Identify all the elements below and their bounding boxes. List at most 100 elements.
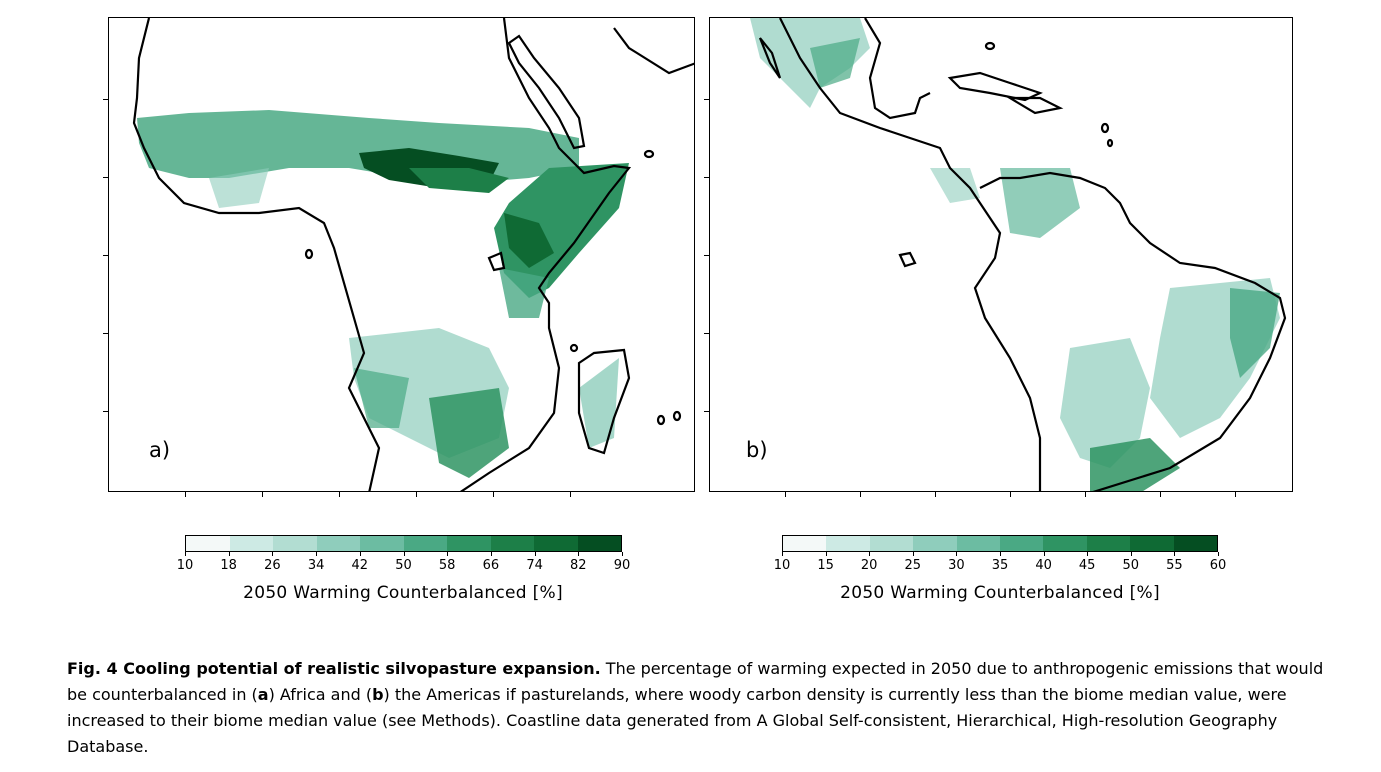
colorbar-segment: [1086, 536, 1131, 551]
colorbar-segment: [1173, 536, 1218, 551]
colorbar-segment: [447, 536, 491, 551]
colorbar-segment: [403, 536, 447, 551]
colorbar-b-label: 2050 Warming Counterbalanced [%]: [840, 583, 1160, 603]
americas-map: [750, 18, 1287, 491]
colorbar-tick-mark: [359, 552, 361, 556]
axis-tick: [1085, 492, 1086, 497]
axis-tick: [339, 492, 340, 497]
colorbar-tick-label: 18: [220, 558, 237, 573]
figure-caption: Fig. 4 Cooling potential of realistic si…: [67, 656, 1347, 760]
caption-title: Fig. 4 Cooling potential of realistic si…: [67, 659, 601, 678]
colorbar-tick-mark: [316, 552, 318, 556]
colorbar-segment: [1000, 536, 1044, 551]
africa-map: [132, 18, 694, 491]
colorbar-tick-label: 90: [613, 558, 631, 573]
colorbar-tick-mark: [447, 552, 449, 556]
axis-tick: [1010, 492, 1011, 497]
colorbar-segment: [490, 536, 534, 551]
axis-tick: [704, 255, 709, 256]
colorbar-b: [782, 535, 1218, 552]
axis-tick: [103, 177, 108, 178]
axis-tick: [704, 99, 709, 100]
africa-coastline: [132, 18, 694, 491]
colorbar-tick-mark: [956, 552, 958, 556]
colorbar-tick-mark: [782, 552, 783, 556]
colorbar-segment: [1043, 536, 1087, 551]
colorbar-tick-label: 35: [991, 558, 1009, 573]
colorbar-tick-label: 60: [1209, 558, 1227, 573]
axis-tick: [262, 492, 263, 497]
map-panel-africa: a): [108, 17, 695, 492]
colorbar-tick-mark: [825, 552, 827, 556]
americas-shading: [750, 18, 1280, 491]
colorbar-tick-label: 42: [351, 558, 369, 573]
colorbar-tick-mark: [1000, 552, 1001, 556]
panel-label-a: a): [149, 438, 171, 462]
colorbar-segment: [273, 536, 317, 551]
axis-tick: [493, 492, 494, 497]
colorbar-tick-label: 55: [1166, 558, 1183, 573]
colorbar-tick-mark: [869, 552, 871, 556]
americas-coastline: [758, 18, 1287, 491]
colorbar-tick-label: 10: [773, 558, 791, 573]
colorbar-segment: [913, 536, 957, 551]
axis-tick: [103, 333, 108, 334]
colorbar-tick-label: 30: [948, 558, 965, 573]
map-panel-americas: b): [709, 17, 1293, 492]
axis-tick: [935, 492, 936, 497]
africa-shading: [137, 110, 629, 478]
colorbar-tick-label: 15: [817, 558, 834, 573]
colorbar-tick-label: 58: [438, 558, 456, 573]
colorbar-tick-mark: [403, 552, 405, 556]
axis-tick: [103, 255, 108, 256]
panel-label-b: b): [746, 438, 768, 462]
axis-tick: [416, 492, 417, 497]
colorbar-tick-label: 74: [526, 558, 543, 573]
colorbar-segment: [826, 536, 870, 551]
colorbar-tick-label: 10: [176, 558, 194, 573]
axis-tick: [785, 492, 786, 497]
colorbar-segment: [360, 536, 404, 551]
colorbar-segment: [869, 536, 914, 551]
colorbar-tick-mark: [1130, 552, 1132, 556]
caption-text-2: ) Africa and (: [268, 685, 373, 704]
colorbar-tick-label: 34: [307, 558, 325, 573]
colorbar-tick-mark: [1087, 552, 1089, 556]
colorbar-segment: [577, 536, 621, 551]
caption-panel-b: b: [372, 685, 384, 704]
colorbar-segment: [316, 536, 360, 551]
colorbar-segment: [783, 536, 827, 551]
axis-tick: [570, 492, 571, 497]
colorbar-tick-mark: [272, 552, 274, 556]
colorbar-tick-mark: [912, 552, 914, 556]
colorbar-tick-mark: [1043, 552, 1045, 556]
axis-tick: [103, 99, 108, 100]
colorbar-tick-mark: [578, 552, 580, 556]
colorbar-tick-label: 26: [264, 558, 281, 573]
colorbar-tick-label: 40: [1035, 558, 1052, 573]
colorbar-tick-mark: [1174, 552, 1176, 556]
colorbar-segment: [186, 536, 230, 551]
axis-tick: [704, 411, 709, 412]
axis-tick: [103, 411, 108, 412]
colorbar-tick-mark: [534, 552, 536, 556]
colorbar-tick-mark: [622, 552, 623, 556]
colorbar-tick-label: 20: [860, 558, 878, 573]
colorbar-segment: [534, 536, 578, 551]
axis-tick: [185, 492, 186, 497]
axis-tick: [704, 333, 709, 334]
axis-tick: [704, 177, 709, 178]
colorbar-tick-mark: [228, 552, 230, 556]
colorbar-segment: [956, 536, 1001, 551]
caption-panel-a: a: [257, 685, 269, 704]
colorbar-a: [185, 535, 622, 552]
colorbar-tick-label: 25: [904, 558, 922, 573]
colorbar-a-label: 2050 Warming Counterbalanced [%]: [243, 583, 563, 603]
colorbar-segment: [229, 536, 273, 551]
colorbar-tick-mark: [1218, 552, 1219, 556]
caption-text-3: ) the Americas if pasturelands, where wo…: [67, 685, 1287, 756]
colorbar-tick-label: 66: [482, 558, 500, 573]
colorbar-tick-label: 50: [395, 558, 412, 573]
axis-tick: [1235, 492, 1236, 497]
caption-text-1: The percentage of warming expected in 20…: [67, 659, 1324, 704]
